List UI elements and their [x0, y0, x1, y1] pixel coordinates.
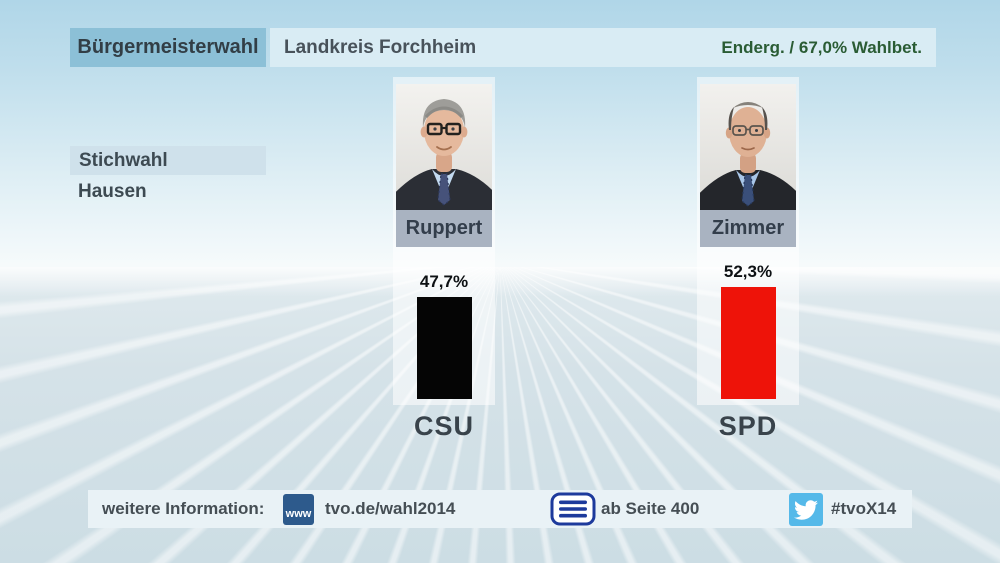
- www-badge-text: www: [285, 508, 312, 520]
- header-strip: Landkreis Forchheim Enderg. / 67,0% Wahl…: [270, 28, 936, 67]
- candidate-name: Zimmer: [711, 217, 785, 239]
- region-label: Landkreis Forchheim: [284, 36, 477, 58]
- status-label: Enderg. / 67,0% Wahlbet.: [721, 37, 922, 57]
- party-label: SPD: [718, 411, 778, 441]
- twitter-bird-icon: [789, 493, 823, 526]
- candidate-name: Ruppert: [405, 217, 483, 239]
- footer-label: weitere Information:: [102, 499, 265, 518]
- teletext-icon: [550, 492, 596, 526]
- result-bar-area-csu: 47,7%: [393, 272, 495, 399]
- round-box: Stichwahl: [70, 146, 266, 175]
- nameplate: Ruppert: [396, 210, 492, 247]
- election-type-label: Bürgermeisterwahl: [77, 36, 259, 58]
- party-label: CSU: [413, 411, 474, 441]
- portrait-ruppert-illustration: [396, 84, 492, 210]
- round-label: Stichwahl: [79, 149, 168, 171]
- election-type-box: Bürgermeisterwahl: [70, 28, 266, 67]
- result-bar-spd: [720, 287, 776, 399]
- result-value-label: 47,7%: [419, 272, 469, 291]
- result-bar-area-spd: 52,3%: [697, 262, 799, 399]
- nameplate: Zimmer: [700, 210, 796, 247]
- teletext-label: ab Seite 400: [601, 499, 700, 518]
- candidate-photo-zimmer: [700, 84, 796, 210]
- result-bar-csu: [416, 297, 472, 399]
- candidate-column-csu: Ruppert 47,7% CSU: [393, 77, 495, 441]
- candidate-photo-ruppert: [396, 84, 492, 210]
- hashtag-label: #tvoX14: [831, 499, 897, 518]
- website-label: tvo.de/wahl2014: [325, 499, 456, 518]
- www-badge-icon: www: [283, 494, 314, 525]
- result-value-label: 52,3%: [723, 262, 773, 281]
- portrait-zimmer-illustration: [700, 84, 796, 210]
- candidate-column-spd: Zimmer 52,3% SPD: [697, 77, 799, 441]
- footer-info-bar: weitere Information: www tvo.de/wahl2014…: [88, 490, 912, 528]
- municipality-label: Hausen: [78, 181, 147, 202]
